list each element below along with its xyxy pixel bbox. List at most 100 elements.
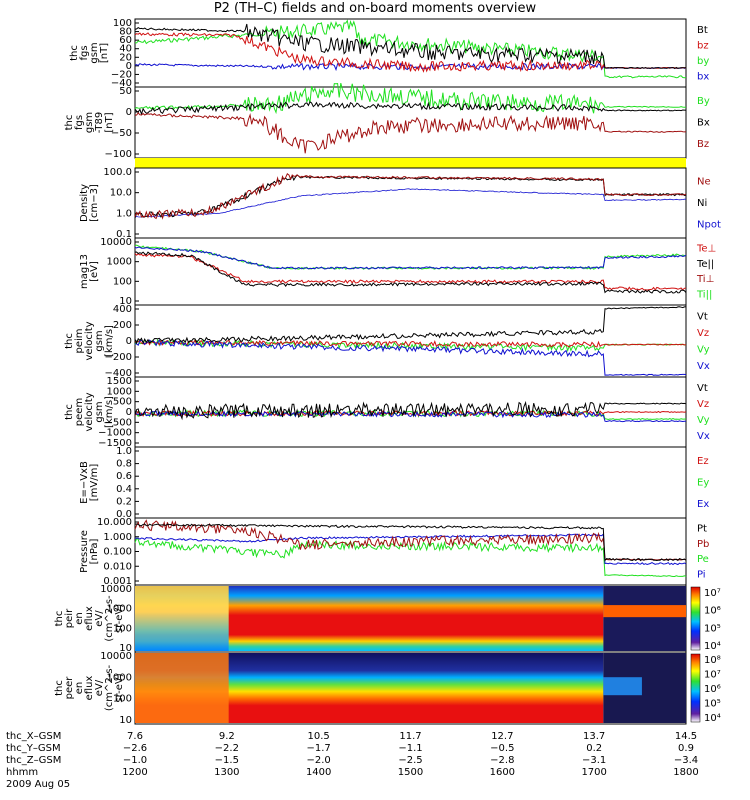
colorbar-label: 10⁵	[704, 623, 721, 634]
y-axis-label: [cm−3]	[89, 184, 100, 222]
y-tick-label: 10	[119, 643, 132, 654]
legend-item: Ni	[697, 198, 707, 209]
legend-item: Pe	[697, 554, 709, 565]
y-axis-label: [nT]	[99, 43, 110, 63]
y-axis-label: [km/s]	[104, 396, 115, 428]
y-tick-label: 1000	[107, 604, 132, 615]
trace-bz	[134, 32, 687, 73]
legend-item: By	[697, 96, 710, 107]
footer-cell: 9.2	[219, 731, 235, 742]
y-axis-label: en	[74, 612, 85, 625]
y-tick-label: 1.0	[116, 446, 132, 457]
colorbar	[690, 586, 701, 651]
colorbar-label: 10⁶	[704, 684, 721, 695]
y-tick-label: 1000	[107, 672, 132, 683]
footer-cell: 7.6	[127, 731, 143, 742]
panel-10: 10000 1000 100 10 thc peer en eflux eV/(cm^2-s-s…	[54, 651, 721, 726]
y-tick-label: 0	[126, 107, 132, 118]
spectrogram-electron-band	[603, 677, 642, 696]
y-tick-label: 100	[113, 623, 132, 634]
trace-Npot	[134, 188, 686, 218]
footer-cell: −1.0	[123, 755, 147, 766]
y-tick-label: 100	[113, 276, 132, 287]
y-axis-label: thc	[64, 333, 75, 349]
footer-cell: 1800	[673, 767, 698, 778]
colorbar-label: 10⁶	[704, 606, 721, 617]
colorbar-label: 10⁵	[704, 699, 721, 710]
y-axis-label: velocity	[84, 392, 95, 431]
y-tick-label: 0.0	[116, 509, 132, 520]
legend-item: Ey	[697, 478, 709, 489]
legend-item: Ne	[697, 177, 711, 188]
legend-item: Vy	[697, 344, 710, 355]
trace-Te-perp	[134, 253, 687, 291]
y-tick-label: 10000	[100, 651, 132, 662]
y-axis-label: eV/	[94, 610, 105, 627]
legend-item: Vx	[697, 431, 710, 442]
y-tick-label: 10	[119, 296, 132, 307]
y-tick-label: 100	[113, 18, 132, 29]
legend-item: Bz	[697, 139, 709, 150]
y-axis-label: peer	[64, 676, 75, 700]
footer-cell: −1.7	[307, 743, 331, 754]
y-tick-label: 10	[119, 715, 132, 726]
footer-cell: −2.8	[490, 755, 514, 766]
footer-cell: 13.7	[583, 731, 605, 742]
panel-2	[135, 158, 686, 168]
y-axis-label: thc	[64, 404, 75, 420]
y-tick-label: −20	[111, 69, 132, 80]
y-axis-label: gsm	[89, 42, 100, 63]
footer-cell: −3.1	[582, 755, 606, 766]
footer-cell: −1.5	[215, 755, 239, 766]
footer-row-label: thc_Y–GSM	[6, 743, 61, 754]
colorbar-label: 10⁸	[704, 655, 721, 666]
panel-4: 10000 1000 100 10 mag13 [eV] Te⊥ Te|| Ti⊥ Ti||	[79, 237, 716, 307]
y-tick-label: 20	[119, 52, 132, 63]
y-tick-label: 400	[113, 304, 132, 315]
y-axis-label: eV/	[94, 679, 105, 696]
y-axis-label: (cm^2-s-	[104, 595, 115, 642]
legend-item: Npot	[697, 219, 721, 230]
y-tick-label: 10000	[100, 237, 132, 248]
y-axis-label: thc	[54, 611, 65, 627]
trace-Ne	[134, 173, 687, 220]
legend-item: Vt	[697, 383, 708, 394]
footer-cell: 1400	[306, 767, 331, 778]
y-axis-label: [nT]	[104, 112, 115, 132]
y-axis-label: E=−VxB	[79, 461, 90, 504]
legend-item: Ti||	[696, 289, 712, 300]
y-axis-label: mag13	[79, 254, 90, 289]
legend-item: Pt	[697, 524, 707, 535]
y-axis-label: -T89	[94, 112, 105, 134]
y-tick-label: 0	[126, 336, 132, 347]
trace-Vt	[134, 306, 687, 345]
legend-item: Ti⊥	[696, 274, 714, 285]
y-axis-label: gsm	[84, 112, 95, 133]
panel-1: 50 0 −50 −100 thc fgs gsm -T89 [nT] By Bx Bz	[64, 82, 710, 160]
y-tick-label: 500	[113, 397, 132, 408]
y-tick-label: −50	[111, 128, 132, 139]
footer-cell: 1700	[581, 767, 606, 778]
y-axis-label: Density	[79, 184, 90, 222]
panel-3: 100.0 10.0 1.0 0.1 Density [cm−3] Ne Ni Npot	[79, 167, 721, 240]
footer-cell: 12.7	[491, 731, 513, 742]
y-axis-label: eflux	[84, 676, 95, 701]
legend-item: Bt	[697, 25, 708, 36]
legend-item: bz	[697, 40, 709, 51]
y-tick-label: −100	[105, 149, 132, 160]
footer-cell: 0.2	[586, 743, 602, 754]
y-tick-label: 100	[113, 694, 132, 705]
y-tick-label: 0	[126, 407, 132, 418]
y-tick-label: 1.000	[103, 532, 132, 543]
y-axis-label: (cm^2-s-	[104, 664, 115, 711]
trace-Pi	[134, 533, 687, 566]
y-tick-label: 10.0	[110, 188, 132, 199]
footer-cell: −2.6	[123, 743, 147, 754]
y-tick-label: 10000	[100, 584, 132, 595]
y-tick-label: −200	[105, 352, 132, 363]
y-axis-label: eflux	[84, 606, 95, 631]
trace-Vx	[134, 410, 686, 423]
y-axis-label: peir	[64, 608, 75, 628]
